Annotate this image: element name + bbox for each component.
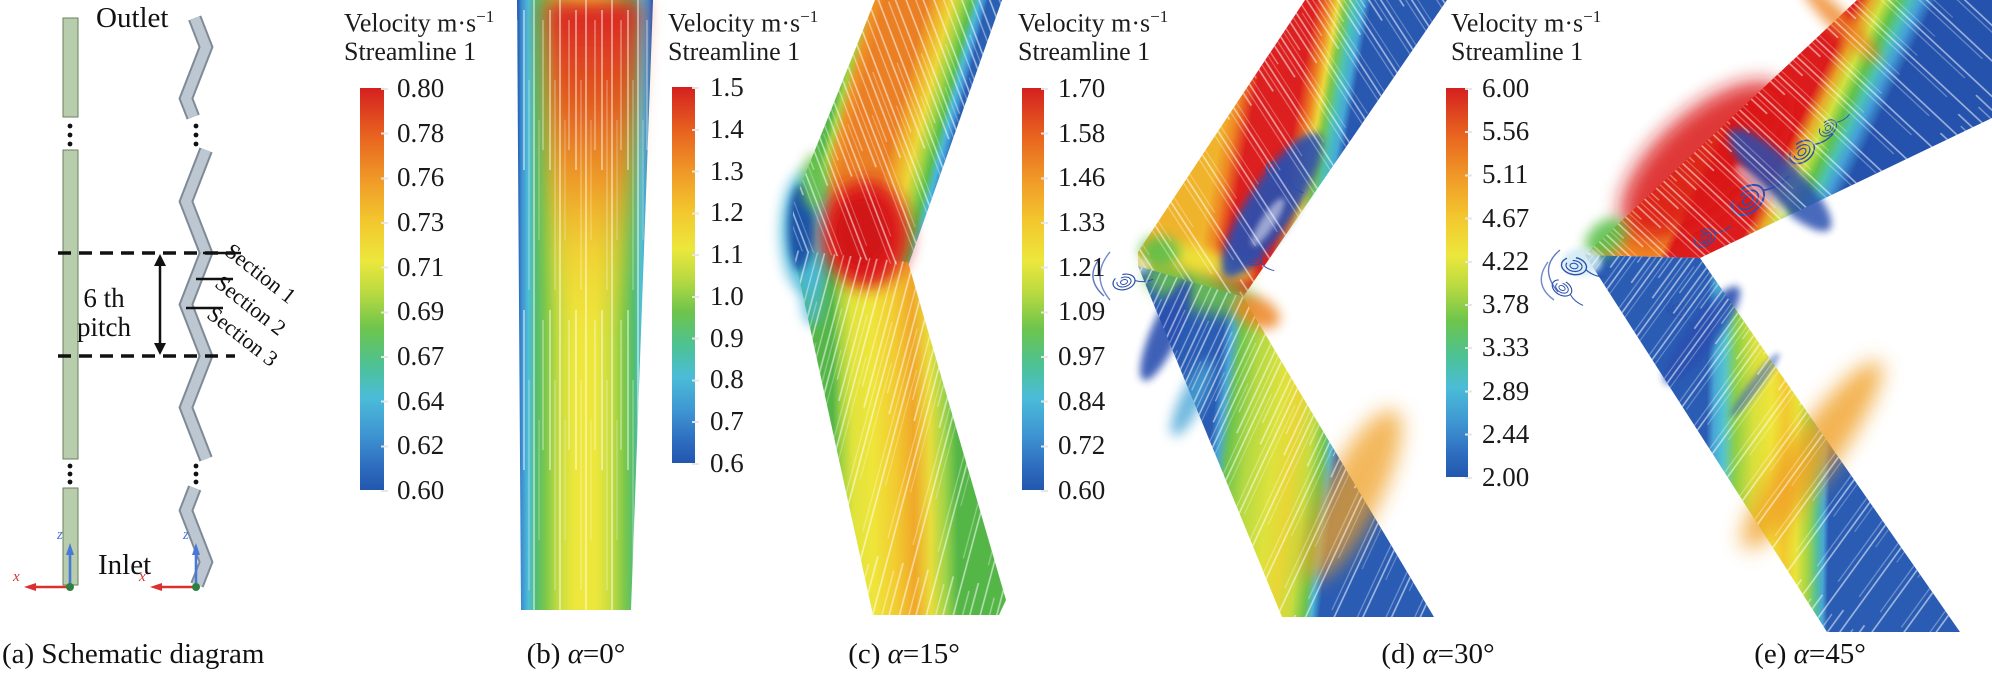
- tick-label: 0.7: [710, 406, 744, 437]
- caption-a: (a) Schematic diagram: [2, 638, 265, 670]
- colorbar-ticks-b: [381, 88, 388, 492]
- axis-x-label: x: [138, 569, 146, 585]
- tick-label: 2.00: [1482, 461, 1530, 492]
- straight-channel: [62, 17, 79, 586]
- colorbar-c: [672, 87, 695, 463]
- legend-title-c: Velocity m·s−1 Streamline 1: [668, 3, 818, 66]
- caption-e: (e) α=45°: [1754, 638, 1866, 670]
- tick-label: 1.1: [710, 239, 744, 270]
- caption-b: (b) α=0°: [526, 638, 626, 670]
- flow-panel-d: [1092, 0, 1447, 617]
- tick-label: 0.80: [397, 73, 445, 103]
- legend-title-line2: Streamline 1: [668, 36, 801, 66]
- axis-x-label: x: [12, 569, 20, 585]
- tick-label: 1.3: [710, 155, 744, 186]
- tick-label: 0.72: [1058, 430, 1106, 461]
- inlet-label: Inlet: [98, 549, 152, 581]
- vortex-swirls-d: [1092, 157, 1312, 301]
- legend-title-line2: Streamline 1: [1018, 36, 1151, 66]
- colorbar-labels-b: 0.80 0.78 0.76 0.73 0.71 0.69 0.67 0.64 …: [397, 73, 445, 505]
- tick-label: 0.76: [397, 162, 445, 193]
- tick-label: 0.73: [397, 206, 445, 237]
- colorbar-ticks-e: [1465, 88, 1472, 479]
- flow-panel-e: [1540, 0, 1992, 632]
- tick-label: 6.00: [1482, 73, 1530, 103]
- tick-label: 3.78: [1482, 289, 1530, 320]
- tick-label: 1.4: [710, 113, 744, 144]
- tick-label: 4.22: [1482, 245, 1530, 276]
- continuation-dots: [67, 123, 199, 485]
- caption-d: (d) α=30°: [1381, 638, 1495, 670]
- colorbar-b: [360, 88, 384, 490]
- tick-label: 0.62: [397, 430, 445, 461]
- legend-title-line1: Velocity m·s−1: [344, 7, 495, 38]
- tick-label: 0.60: [397, 474, 445, 505]
- section-pointer-lines: [186, 251, 241, 310]
- legend-title-line1: Velocity m·s−1: [668, 7, 819, 38]
- tick-label: 0.78: [397, 117, 445, 148]
- tick-label: 4.67: [1482, 202, 1530, 233]
- tick-label: 0.8: [710, 364, 744, 395]
- tick-label: 0.97: [1058, 340, 1106, 371]
- pitch-label-line2: pitch: [77, 312, 131, 342]
- colorbar-e: [1446, 88, 1468, 477]
- legend-title-b: Velocity m·s−1 Streamline 1: [344, 3, 494, 66]
- tick-label: 5.11: [1482, 159, 1529, 190]
- tick-label: 0.64: [397, 385, 445, 416]
- schematic-diagram: x z x z: [12, 15, 241, 591]
- colorbar-ticks-d: [1041, 88, 1048, 492]
- pitch-label-line1: 6 th: [83, 283, 125, 313]
- tick-label: 1.21: [1058, 251, 1106, 282]
- tick-label: 1.70: [1058, 73, 1106, 103]
- tick-label: 0.84: [1058, 385, 1106, 416]
- tick-label: 0.6: [710, 447, 744, 478]
- caption-c: (c) α=15°: [848, 638, 960, 670]
- tick-label: 0.71: [397, 251, 445, 282]
- pitch-arrow: [154, 254, 166, 355]
- vortex-swirls-e: [1540, 105, 1852, 332]
- flow-panel-c: [780, 0, 1006, 615]
- legend-title-line1: Velocity m·s−1: [1451, 7, 1602, 38]
- tick-label: 0.69: [397, 296, 445, 327]
- tick-label: 0.60: [1058, 474, 1106, 505]
- legend-title-d: Velocity m·s−1 Streamline 1: [1018, 3, 1168, 66]
- tick-label: 2.44: [1482, 418, 1530, 449]
- tick-label: 1.46: [1058, 162, 1106, 193]
- tick-label: 0.9: [710, 322, 744, 353]
- colorbar-ticks-c: [692, 87, 699, 465]
- zigzag-channel: [178, 15, 214, 588]
- tick-label: 1.33: [1058, 206, 1106, 237]
- tick-label: 1.5: [710, 72, 744, 102]
- colorbar-labels-d: 1.70 1.58 1.46 1.33 1.21 1.09 0.97 0.84 …: [1058, 73, 1106, 505]
- legend-title-line2: Streamline 1: [1451, 36, 1584, 66]
- colorbar-labels-e: 6.00 5.56 5.11 4.67 4.22 3.78 3.33 2.89 …: [1482, 73, 1530, 492]
- legend-title-e: Velocity m·s−1 Streamline 1: [1451, 3, 1601, 66]
- tick-label: 2.89: [1482, 375, 1530, 406]
- flow-panel-b: [517, 0, 653, 610]
- tick-label: 1.09: [1058, 296, 1106, 327]
- colorbar-d: [1022, 88, 1044, 490]
- colorbar-labels-c: 1.5 1.4 1.3 1.2 1.1 1.0 0.9 0.8 0.7 0.6: [710, 72, 744, 478]
- legend-title-line2: Streamline 1: [344, 36, 477, 66]
- outlet-label: Outlet: [96, 2, 169, 34]
- pitch-label: 6 th pitch: [60, 284, 148, 342]
- tick-label: 3.33: [1482, 332, 1530, 363]
- tick-label: 1.0: [710, 280, 744, 311]
- tick-label: 5.56: [1482, 116, 1530, 147]
- tick-label: 1.58: [1058, 117, 1106, 148]
- axis-triad-right: x z: [138, 527, 200, 591]
- legend-title-line1: Velocity m·s−1: [1018, 7, 1169, 38]
- axis-triad-left: x z: [12, 527, 74, 591]
- axis-z-label: z: [182, 527, 189, 543]
- tick-label: 0.67: [397, 340, 445, 371]
- tick-label: 1.2: [710, 197, 744, 228]
- axis-z-label: z: [56, 527, 63, 543]
